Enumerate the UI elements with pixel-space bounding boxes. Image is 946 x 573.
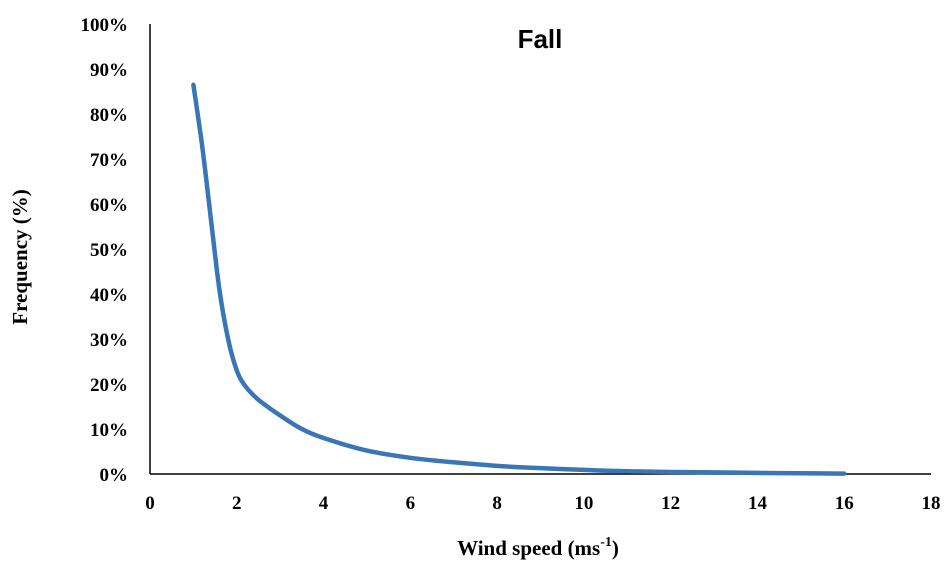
x-axis-title: Wind speed (ms-1) bbox=[457, 535, 619, 560]
y-axis-title: Frequency (%) bbox=[8, 189, 32, 325]
x-tick-label: 12 bbox=[661, 493, 680, 514]
x-tick-labels: 0 2 4 6 8 10 12 14 16 18 bbox=[145, 493, 940, 514]
y-tick-label: 80% bbox=[90, 105, 128, 126]
x-axis-title-suffix: ) bbox=[612, 536, 619, 560]
x-tick-label: 16 bbox=[835, 493, 854, 514]
y-tick-label: 50% bbox=[90, 240, 128, 261]
y-tick-label: 90% bbox=[90, 60, 128, 81]
x-tick-label: 8 bbox=[492, 493, 502, 514]
x-tick-label: 4 bbox=[319, 493, 329, 514]
y-tick-label: 30% bbox=[90, 330, 128, 351]
x-axis-title-superscript: -1 bbox=[600, 535, 612, 550]
x-tick-label: 6 bbox=[406, 493, 416, 514]
x-axis-title-main: Wind speed (ms bbox=[457, 536, 600, 560]
x-tick-label: 18 bbox=[922, 493, 941, 514]
y-tick-labels: 0% 10% 20% 30% 40% 50% 60% 70% 80% 90% 100% bbox=[81, 15, 129, 486]
x-tick-label: 0 bbox=[145, 493, 155, 514]
y-tick-label: 20% bbox=[90, 375, 128, 396]
chart-title: Fall bbox=[518, 24, 563, 54]
x-tick-label: 14 bbox=[748, 493, 768, 514]
series-line bbox=[191, 82, 847, 476]
y-tick-label: 0% bbox=[100, 465, 129, 486]
y-tick-label: 70% bbox=[90, 150, 128, 171]
y-tick-label: 40% bbox=[90, 285, 128, 306]
y-tick-label: 100% bbox=[81, 15, 129, 36]
x-tick-label: 10 bbox=[574, 493, 593, 514]
y-tick-label: 60% bbox=[90, 195, 128, 216]
y-tick-label: 10% bbox=[90, 420, 128, 441]
x-tick-label: 2 bbox=[232, 493, 242, 514]
